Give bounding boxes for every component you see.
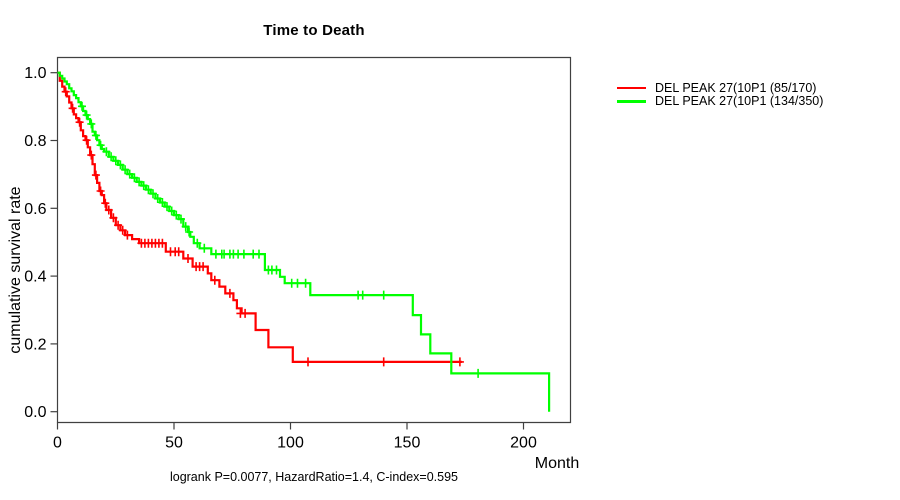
- legend-label-green: DEL PEAK 27(10P1 (134/350): [655, 94, 824, 109]
- x-tick-label: 50: [165, 435, 183, 452]
- plot-box: [56, 56, 572, 424]
- y-tick-label: 0.6: [24, 201, 46, 218]
- censor-marks-green: [78, 101, 483, 378]
- stats-annotation: logrank P=0.0077, HazardRatio=1.4, C-ind…: [169, 470, 459, 484]
- legend-line-swatch-red: [617, 86, 646, 90]
- legend-line-swatch-green: [617, 100, 646, 103]
- page-title: Time to Death: [263, 22, 365, 39]
- x-tick-label: 100: [277, 435, 304, 452]
- y-tick-label: 0.4: [24, 269, 46, 286]
- censor-marks-red: [61, 87, 464, 367]
- y-tick-label: 1.0: [24, 65, 46, 82]
- legend-label-red: DEL PEAK 27(10P1 (85/170): [655, 80, 817, 95]
- y-tick-label: 0.2: [24, 336, 46, 353]
- survival-curve-red: [57, 71, 462, 363]
- x-tick-label: 150: [394, 435, 421, 452]
- x-axis-label: Month: [534, 455, 580, 472]
- x-tick-label: 0: [53, 435, 62, 452]
- legend: DEL PEAK 27(10P1 (85/170) DEL PEAK 27(10…: [617, 81, 823, 108]
- legend-item-red: DEL PEAK 27(10P1 (85/170): [617, 81, 823, 95]
- x-tick-label: 200: [510, 435, 537, 452]
- y-tick-label: 0.8: [24, 133, 46, 150]
- legend-item-green: DEL PEAK 27(10P1 (134/350): [617, 94, 824, 109]
- y-tick-label: 0.0: [24, 404, 46, 421]
